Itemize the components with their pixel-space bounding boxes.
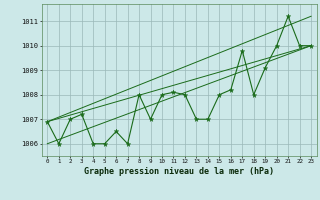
X-axis label: Graphe pression niveau de la mer (hPa): Graphe pression niveau de la mer (hPa) [84, 167, 274, 176]
